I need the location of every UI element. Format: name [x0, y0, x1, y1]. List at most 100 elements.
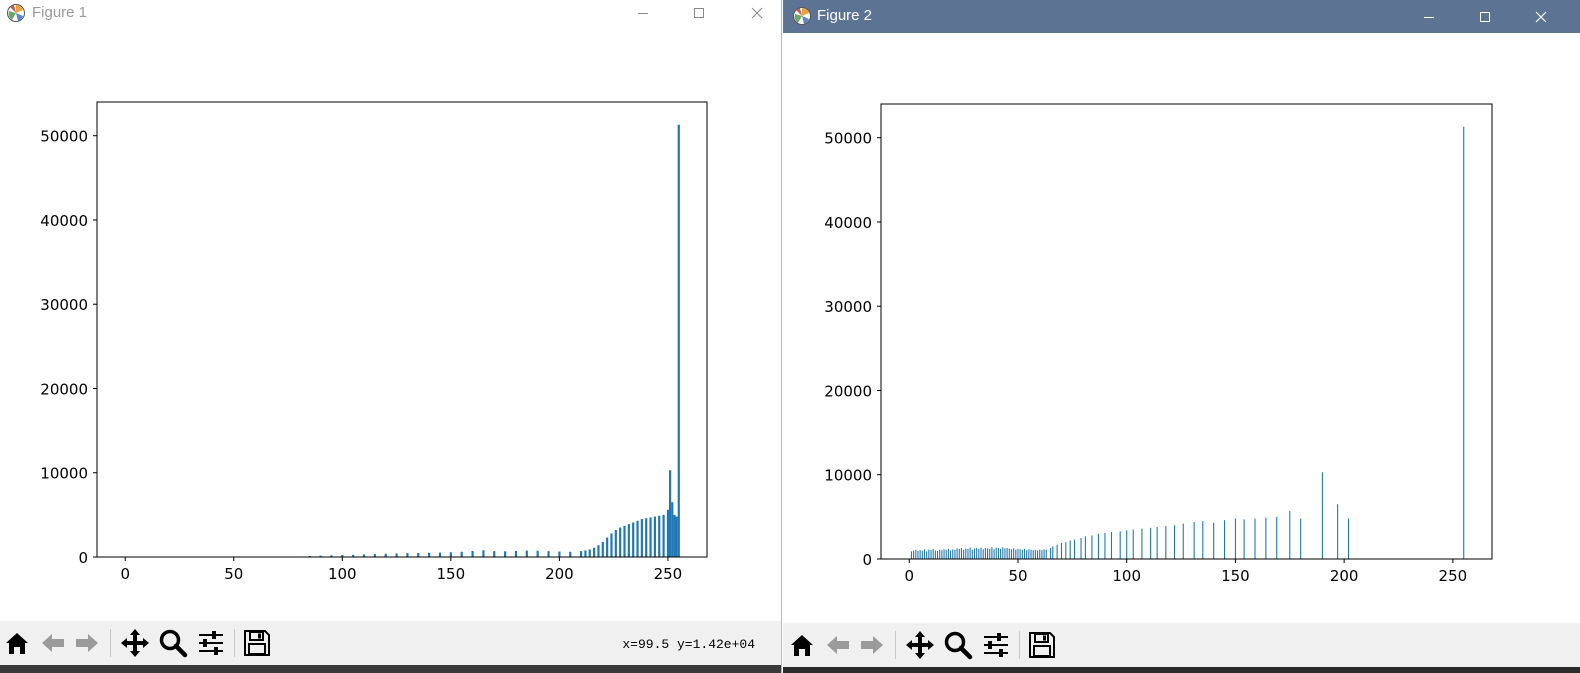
- y-tick-label: 20000: [40, 380, 88, 398]
- histogram-bar: [923, 549, 926, 559]
- home-button[interactable]: [785, 627, 819, 663]
- forward-button[interactable]: [70, 625, 104, 661]
- histogram-bar: [943, 549, 945, 559]
- histogram-bar: [593, 547, 596, 557]
- histogram-bar: [536, 550, 539, 557]
- floppy-disk-save-icon: [244, 630, 270, 656]
- histogram-bar: [1056, 544, 1058, 559]
- figure-1-window: Figure 1 0 50 100 150 200 250 0 10000 20000 30000…: [0, 0, 782, 673]
- histogram-bar: [504, 551, 507, 557]
- histogram-bar: [1254, 518, 1256, 559]
- zoom-button[interactable]: [941, 627, 975, 663]
- histogram-bar: [989, 548, 991, 559]
- taskbar-edge: [0, 665, 781, 673]
- histogram-bar: [308, 555, 311, 557]
- histogram-bar: [580, 551, 583, 557]
- histogram-bar: [417, 552, 420, 557]
- histogram-bar: [666, 509, 670, 557]
- histogram-bar: [1032, 550, 1034, 559]
- histogram-bar: [623, 525, 626, 557]
- y-tick-label: 0: [78, 549, 88, 567]
- histogram-bar: [967, 548, 969, 559]
- histogram-bar: [971, 549, 973, 559]
- histogram-bar: [662, 514, 665, 557]
- save-button[interactable]: [1025, 627, 1059, 663]
- histogram-bar: [958, 548, 960, 559]
- back-button[interactable]: [821, 627, 855, 663]
- toolbar-separator: [110, 629, 111, 657]
- histogram-bar: [675, 516, 678, 557]
- histogram-bar: [1156, 526, 1158, 559]
- histogram-bar: [919, 550, 921, 559]
- maximize-button[interactable]: [676, 0, 722, 26]
- histogram-bar: [1173, 525, 1176, 559]
- x-tick-label: 200: [545, 565, 574, 583]
- histogram-bar: [939, 549, 941, 559]
- histogram-bar: [558, 551, 561, 557]
- x-tick-label: 200: [1330, 567, 1359, 585]
- zoom-button[interactable]: [156, 625, 190, 661]
- histogram-bar: [619, 527, 622, 557]
- histogram-bar: [632, 522, 635, 557]
- histogram-bar: [395, 553, 398, 557]
- histogram-bar: [1050, 548, 1052, 559]
- histogram-bar: [1321, 472, 1323, 559]
- home-button[interactable]: [0, 625, 34, 661]
- histogram-bar: [973, 548, 976, 559]
- histogram-bar: [1037, 550, 1039, 559]
- histogram-bar: [1080, 537, 1082, 559]
- forward-button[interactable]: [855, 627, 889, 663]
- histogram-bar: [636, 520, 639, 557]
- configure-subplots-button[interactable]: [979, 627, 1013, 663]
- histogram-bar: [1002, 547, 1004, 559]
- minimize-icon: [638, 13, 648, 14]
- histogram-bar: [597, 545, 600, 557]
- histogram-bar: [1104, 532, 1106, 559]
- close-button[interactable]: [1518, 0, 1564, 33]
- back-arrow-icon: [827, 636, 849, 654]
- histogram-bar: [1213, 522, 1215, 559]
- histogram-bar: [1010, 549, 1013, 559]
- home-icon: [6, 633, 28, 654]
- histogram-bar: [950, 550, 952, 559]
- histogram-bar: [1030, 549, 1032, 559]
- pan-move-icon: [906, 631, 934, 659]
- close-button[interactable]: [734, 0, 780, 26]
- histogram-bar: [640, 519, 643, 557]
- histogram-bar: [1243, 519, 1245, 559]
- back-button[interactable]: [36, 625, 70, 661]
- histogram-bar: [1110, 532, 1113, 559]
- histogram-bar: [673, 514, 676, 557]
- histogram-plot-2[interactable]: 0 50 100 150 200 250 0 10000 20000 30000 40000 5000…: [783, 0, 1580, 623]
- histogram-bar: [1052, 546, 1054, 559]
- histogram-bar: [926, 551, 928, 559]
- histogram-bar: [963, 549, 965, 559]
- histogram-bar: [1004, 548, 1006, 559]
- histogram-bar: [991, 547, 993, 559]
- minimize-button[interactable]: [620, 0, 666, 26]
- pan-button[interactable]: [118, 625, 152, 661]
- histogram-bar: [1202, 521, 1204, 559]
- save-button[interactable]: [240, 625, 274, 661]
- zoom-magnifier-icon: [944, 631, 973, 660]
- histogram-bar: [1150, 527, 1152, 559]
- title-bar[interactable]: Figure 2: [783, 0, 1580, 33]
- histogram-bar: [928, 549, 930, 559]
- x-tick-label: 100: [328, 565, 357, 583]
- histogram-bar: [976, 548, 978, 559]
- maximize-button[interactable]: [1462, 0, 1508, 33]
- histogram-bar: [406, 553, 409, 557]
- histogram-plot-1[interactable]: 0 50 100 150 200 250 0 10000 20000 30000 40000 5000…: [0, 0, 782, 621]
- histogram-bar: [1017, 548, 1019, 559]
- histogram-bar: [649, 517, 652, 557]
- minimize-button[interactable]: [1406, 0, 1452, 33]
- configure-subplots-button[interactable]: [194, 625, 228, 661]
- histogram-bar: [1015, 549, 1017, 559]
- toolbar-separator: [895, 631, 896, 659]
- histogram-bar: [1041, 550, 1043, 559]
- title-bar[interactable]: Figure 1: [0, 0, 781, 26]
- x-tick-label: 50: [1008, 567, 1027, 585]
- close-icon: [751, 7, 763, 19]
- histogram-bar: [1069, 540, 1071, 559]
- pan-button[interactable]: [903, 627, 937, 663]
